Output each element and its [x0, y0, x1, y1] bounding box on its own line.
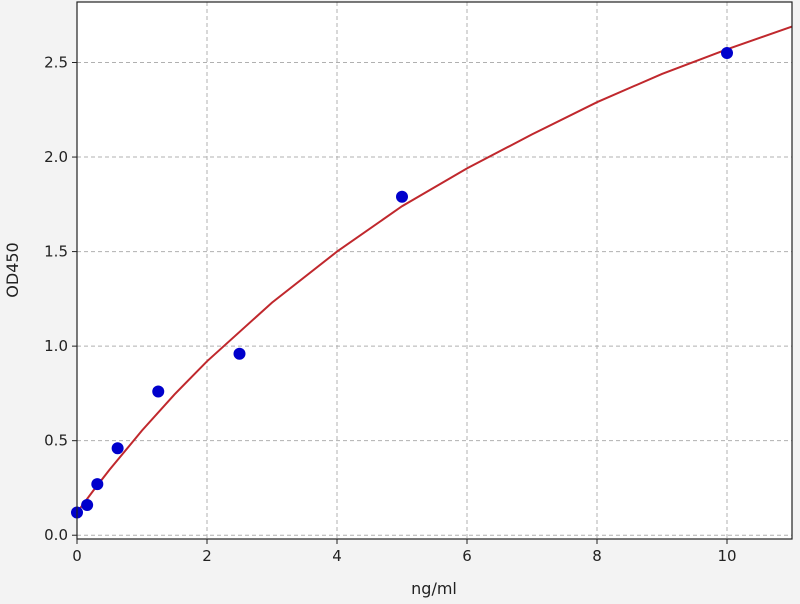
x-tick-label: 10: [717, 547, 736, 565]
x-tick-label: 0: [72, 547, 82, 565]
data-point: [721, 47, 733, 60]
x-tick-label: 8: [592, 547, 602, 565]
grid: [76, 2, 792, 539]
x-axis-label: ng/ml: [411, 579, 457, 598]
plot-frame: [76, 1, 793, 540]
y-tick-label: 1.5: [44, 243, 68, 261]
y-tick-label: 0.0: [44, 526, 68, 544]
y-tick-label: 1.0: [44, 337, 68, 355]
data-point: [91, 478, 104, 491]
data-point: [81, 498, 94, 511]
x-tick-label: 6: [462, 547, 472, 565]
y-tick-label: 2.0: [44, 148, 68, 166]
data-point: [152, 385, 165, 398]
y-axis-label: OD450: [3, 242, 22, 297]
y-tick-label: 2.5: [44, 54, 68, 72]
points-group: [71, 47, 733, 519]
ticks-group: 0 2 4 6 8 10 0.0 0.5 1.0 1.5 2.0 2.5: [44, 54, 736, 565]
fit-curve-group: [76, 25, 793, 514]
fit-curve: [76, 25, 793, 514]
y-tick-label: 0.5: [44, 432, 68, 450]
data-point: [233, 347, 246, 360]
data-point: [111, 442, 124, 455]
data-point: [396, 190, 408, 203]
x-tick-label: 4: [332, 547, 342, 565]
plot-area: [77, 2, 792, 539]
x-tick-label: 2: [202, 547, 212, 565]
